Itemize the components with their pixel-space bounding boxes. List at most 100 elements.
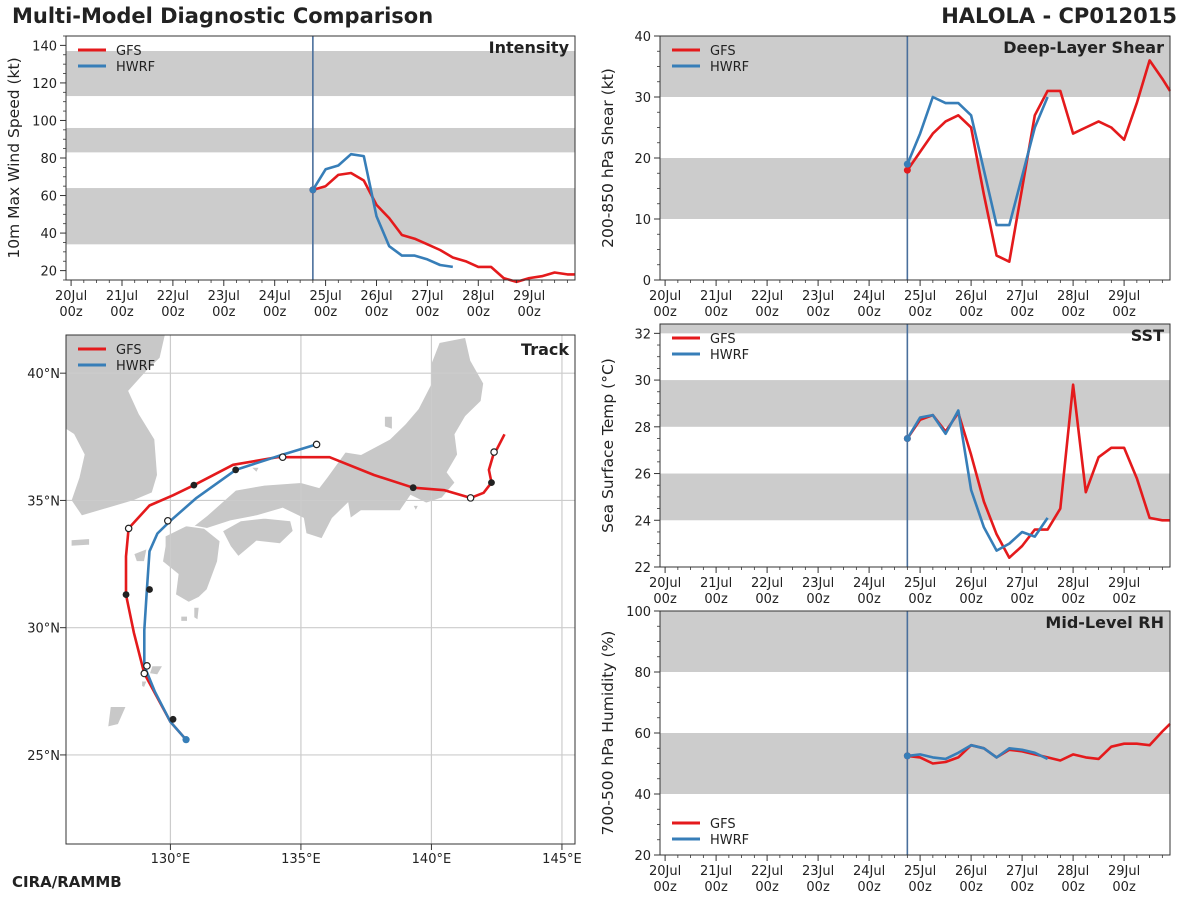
rh-xtick-label: 24Jul 00z <box>853 864 885 895</box>
rh-xtick-label: 25Jul 00z <box>904 864 936 895</box>
sst-xtick-label: 21Jul 00z <box>700 576 732 607</box>
track-marker-filled-gfs <box>409 484 417 492</box>
sst-panel: 22 24 26 28 30 32 20Jul 00z 21Jul 00z 22Jul 00z 23Ju… <box>599 323 1171 607</box>
rh-panel-title: Mid-Level RH <box>1045 613 1164 632</box>
intensity-ytick-label: 100 <box>32 114 57 129</box>
shear-xtick-label: 20Jul 00z <box>649 289 681 320</box>
legend-label-gfs: GFS <box>710 44 736 59</box>
track-ytick-label: 30°N <box>27 622 60 637</box>
shear-xtick-label: 23Jul 00z <box>802 289 834 320</box>
shear-xtick-label: 26Jul 00z <box>955 289 987 320</box>
tanegashima-island <box>193 606 200 621</box>
sst-xtick-label: 25Jul 00z <box>904 576 936 607</box>
rh-ytick-label: 40 <box>634 788 651 803</box>
shear-init-point-gfs <box>903 166 911 174</box>
track-marker-open-gfs <box>490 448 498 456</box>
shear-xtick-label: 25Jul 00z <box>904 289 936 320</box>
track-ytick-label: 40°N <box>27 367 60 382</box>
legend-label-hwrf: HWRF <box>116 359 155 374</box>
korea-land <box>66 335 166 517</box>
intensity-ylabel: 10m Max Wind Speed (kt) <box>5 57 23 258</box>
track-marker-filled-gfs <box>190 481 198 489</box>
track-marker-open-gfs <box>140 669 149 678</box>
rh-xtick-label: 29Jul 00z <box>1108 864 1140 895</box>
track-marker-open-gfs <box>124 524 133 533</box>
shikoku-land <box>222 517 294 557</box>
hokkaido-land <box>430 335 459 336</box>
rh-ytick-label: 100 <box>626 605 651 620</box>
rh-ytick-label: 20 <box>634 849 651 864</box>
legend-label-gfs: GFS <box>116 44 142 59</box>
shear-xtick-label: 28Jul 00z <box>1057 289 1089 320</box>
intensity-init-point-hwrf <box>309 186 317 194</box>
rh-panel: 20 40 60 80 100 20Jul 00z 21Jul 00z 22Jul 00z 23Jul… <box>599 605 1171 895</box>
track-marker-open-hwrf <box>143 662 151 670</box>
intensity-panel: 20 40 60 80 100 120 140 20Jul 00z 21Jul 00z 22Jul 00… <box>5 35 576 320</box>
track-ytick-label: 35°N <box>27 494 60 509</box>
track-marker-filled-hwrf <box>146 586 153 593</box>
intensity-xtick-label: 20Jul 00z <box>55 289 87 320</box>
sst-band-0 <box>660 473 1170 521</box>
sst-band-2 <box>660 324 1170 334</box>
shear-xtick-label: 29Jul 00z <box>1108 289 1140 320</box>
track-xtick-label: 140°E <box>412 852 452 867</box>
goto-islands <box>133 548 148 562</box>
track-xtick-label: 130°E <box>151 852 191 867</box>
sst-xtick-label: 23Jul 00z <box>802 576 834 607</box>
intensity-xtick-label: 24Jul 00z <box>259 289 291 320</box>
shear-ytick-label: 40 <box>634 30 651 45</box>
sst-frame <box>659 323 1171 568</box>
sst-ytick-label: 26 <box>634 468 651 483</box>
track-land <box>66 335 485 728</box>
legend-label-gfs: GFS <box>116 343 142 358</box>
legend-label-hwrf: HWRF <box>710 60 749 75</box>
storm-id: HALOLA - CP012015 <box>941 4 1177 28</box>
legend-label-hwrf: HWRF <box>710 833 749 848</box>
credit-label: CIRA/RAMMB <box>12 873 122 891</box>
legend-label-hwrf: HWRF <box>710 348 749 363</box>
sst-xtick-label: 28Jul 00z <box>1057 576 1089 607</box>
intensity-xtick-label: 26Jul 00z <box>360 289 392 320</box>
intensity-xtick-label: 27Jul 00z <box>411 289 443 320</box>
shear-xtick-label: 24Jul 00z <box>853 289 885 320</box>
rh-xtick-label: 21Jul 00z <box>700 864 732 895</box>
kyushu-land <box>162 525 221 603</box>
intensity-panel-title: Intensity <box>489 38 570 57</box>
sst-ytick-label: 30 <box>634 374 651 389</box>
sst-ytick-label: 24 <box>634 514 651 529</box>
rh-band-0 <box>660 733 1170 794</box>
sst-xtick-label: 29Jul 00z <box>1108 576 1140 607</box>
track-marker-filled-gfs <box>232 466 240 474</box>
rh-band-1 <box>660 611 1170 672</box>
sst-series-hwrf <box>906 409 1049 552</box>
izu-islands <box>412 505 420 512</box>
intensity-band-0 <box>66 188 575 245</box>
shear-panel: 0 10 20 30 40 20Jul 00z 21Jul 00z 22Jul 00z 23Jul 00… <box>599 30 1172 320</box>
shear-init-point-hwrf <box>903 160 911 168</box>
shear-ytick-label: 30 <box>634 91 651 106</box>
legend-label-gfs: GFS <box>710 817 736 832</box>
rh-xtick-label: 28Jul 00z <box>1057 864 1089 895</box>
sst-xtick-label: 26Jul 00z <box>955 576 987 607</box>
sst-ylabel: Sea Surface Temp (°C) <box>599 358 617 533</box>
track-marker-open-hwrf <box>312 440 321 449</box>
track-marker-open-hwrf <box>164 516 172 525</box>
track-marker-filled-gfs <box>122 591 130 598</box>
rh-ylabel: 700-500 hPa Humidity (%) <box>599 631 617 836</box>
shear-ylabel: 200-850 hPa Shear (kt) <box>599 68 617 248</box>
sst-xtick-label: 24Jul 00z <box>853 576 885 607</box>
track-xtick-label: 145°E <box>542 852 582 867</box>
rh-xtick-label: 27Jul 00z <box>1006 864 1038 895</box>
honshu-land <box>192 337 485 540</box>
shear-series-hwrf <box>906 95 1049 227</box>
shear-band-1 <box>660 36 1170 97</box>
intensity-ytick-label: 80 <box>40 152 57 167</box>
jeju-island <box>70 538 90 547</box>
rh-series-hwrf <box>907 743 1049 761</box>
track-init-point <box>182 736 190 744</box>
